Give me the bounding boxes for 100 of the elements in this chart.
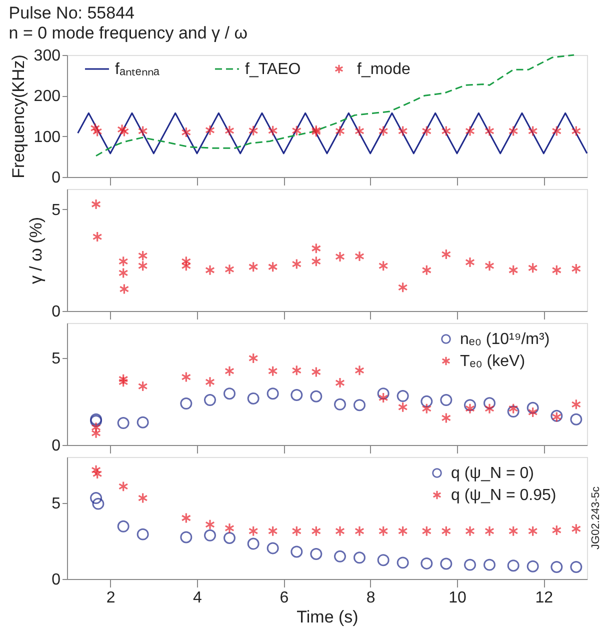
point: [90, 492, 102, 504]
point: [484, 403, 494, 414]
point: [464, 558, 476, 571]
point: [205, 264, 215, 276]
point: [484, 260, 494, 272]
point: [248, 526, 258, 537]
point: [464, 399, 476, 412]
point: [526, 402, 539, 414]
point: [310, 390, 322, 402]
point: [528, 406, 538, 418]
point: [378, 260, 388, 272]
point: [92, 468, 102, 480]
point: [354, 364, 364, 376]
point: [268, 526, 278, 537]
point: [117, 417, 130, 430]
point: [204, 394, 216, 406]
point: [224, 388, 236, 400]
point: [354, 552, 366, 564]
x-tick-label: 10: [448, 590, 466, 606]
point: [440, 394, 452, 406]
point: [292, 258, 302, 270]
point: [378, 392, 388, 404]
point: [136, 416, 149, 428]
y-tick-label: 5: [52, 350, 61, 368]
point: [266, 388, 279, 400]
point: [552, 264, 562, 276]
point: [377, 388, 390, 400]
point: [136, 528, 149, 540]
point: [205, 376, 215, 388]
y-tick-label: 0: [52, 170, 61, 186]
point: [398, 526, 408, 537]
x-tick-label: 12: [535, 590, 554, 606]
x-axis-title: Time (s): [296, 608, 358, 626]
point: [420, 557, 433, 570]
point: [420, 395, 433, 408]
point: [441, 526, 452, 537]
point: [138, 260, 148, 272]
point: [248, 352, 258, 364]
point: [465, 403, 475, 414]
y-axis-title: γ / ω (%): [26, 216, 46, 284]
legend-label: Tₑ₀ (keV): [460, 353, 526, 370]
point: [335, 526, 345, 537]
point: [484, 526, 494, 537]
y-axis-title: Frequency(KHz): [8, 54, 28, 178]
point: [440, 558, 452, 570]
point: [377, 554, 390, 566]
point: [91, 428, 101, 439]
point: [180, 398, 192, 410]
point: [138, 250, 148, 262]
point: [181, 371, 192, 383]
point: [422, 526, 432, 537]
y-tick-label: 5: [52, 495, 61, 512]
point: [552, 524, 562, 536]
point: [290, 546, 303, 558]
point: [571, 398, 582, 410]
point: [526, 560, 539, 572]
point: [335, 251, 345, 262]
point: [181, 512, 192, 524]
point: [138, 380, 148, 392]
point: [508, 264, 518, 276]
point: [138, 492, 148, 504]
y-tick-label: 100: [34, 128, 61, 146]
chart-title: Pulse No: 55844: [8, 4, 135, 22]
point: [118, 376, 128, 388]
point: [334, 398, 346, 410]
point: [91, 464, 101, 476]
point: [354, 526, 364, 537]
point: [508, 526, 518, 537]
point: [310, 548, 322, 560]
point: [224, 366, 234, 377]
point: [292, 526, 302, 537]
point: [118, 480, 128, 492]
point: [181, 260, 192, 272]
point: [507, 406, 520, 418]
point: [92, 231, 102, 242]
point: [224, 264, 234, 275]
point: [550, 560, 563, 573]
point: [396, 390, 409, 402]
point: [422, 403, 432, 414]
point: [247, 392, 260, 404]
point: [334, 550, 346, 562]
point: [224, 532, 236, 544]
point: [91, 198, 101, 210]
point: [205, 519, 215, 530]
point: [180, 531, 192, 544]
x-tick-label: 4: [193, 590, 202, 606]
point: [378, 526, 388, 537]
line-series: [95, 54, 575, 157]
point: [266, 542, 279, 554]
point: [118, 267, 128, 279]
x-tick-label: 2: [106, 590, 116, 606]
point: [118, 374, 128, 385]
point: [311, 256, 322, 267]
point: [354, 250, 364, 262]
point: [247, 538, 260, 550]
point: [484, 397, 496, 410]
legend-label: f_mode: [357, 61, 410, 78]
y-tick-label: 5: [52, 202, 61, 219]
point: [571, 523, 582, 534]
y-tick-label: 200: [34, 88, 61, 106]
